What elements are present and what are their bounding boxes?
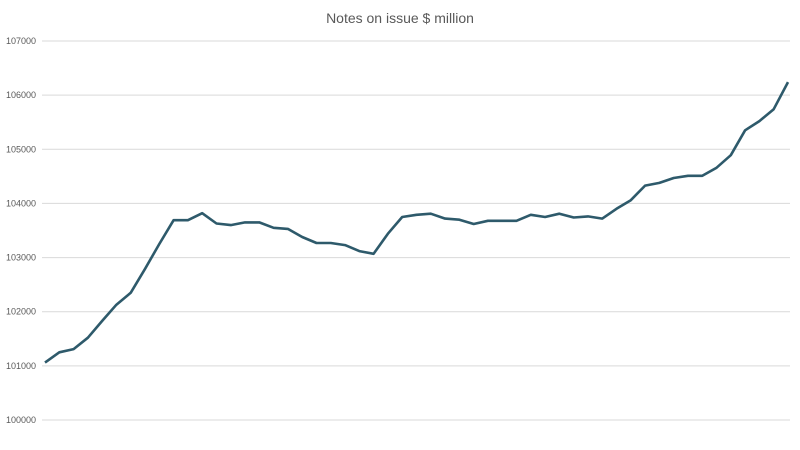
- y-tick-label: 106000: [6, 90, 36, 100]
- chart-title: Notes on issue $ million: [326, 10, 474, 26]
- series-lines: [44, 81, 790, 364]
- y-tick-label: 100000: [6, 415, 36, 425]
- gridlines: [42, 40, 790, 421]
- series-line: [44, 81, 790, 364]
- y-axis-ticks: 100000 101000 102000 103000 104000 105000 1060…: [6, 36, 36, 425]
- y-tick-label: 105000: [6, 144, 36, 154]
- y-tick-label: 103000: [6, 253, 36, 263]
- y-tick-label: 101000: [6, 361, 36, 371]
- y-tick-label: 102000: [6, 307, 36, 317]
- y-tick-label: 104000: [6, 198, 36, 208]
- y-tick-label: 107000: [6, 36, 36, 46]
